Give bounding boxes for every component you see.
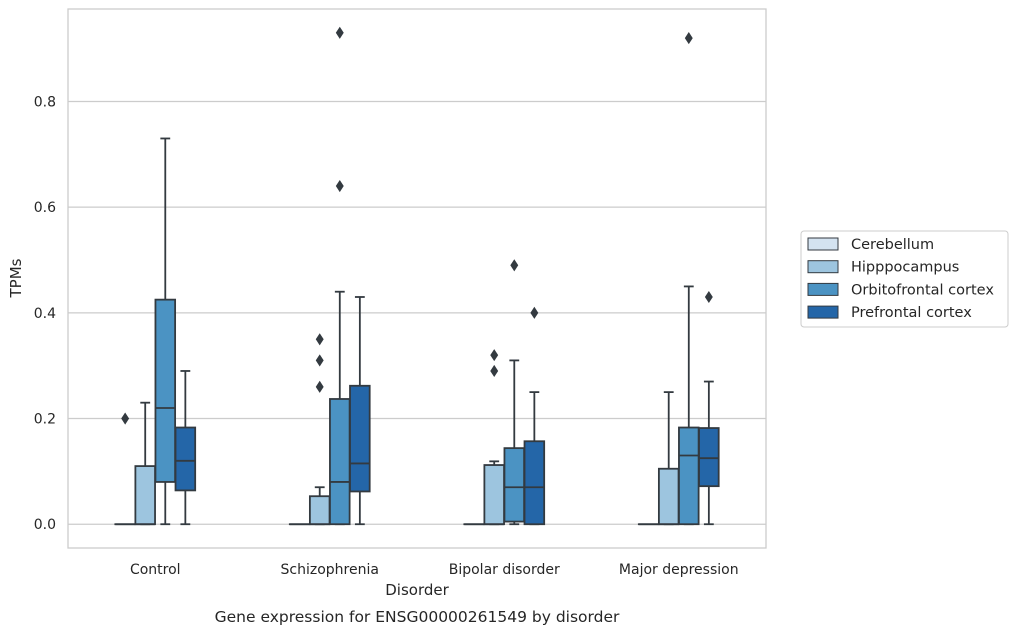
box-body (135, 466, 155, 524)
box-body (310, 496, 330, 524)
box-orbitofrontal-cortex-4 (679, 33, 699, 525)
y-tick-labels: 0.0 0.2 0.4 0.6 0.8 (34, 94, 56, 533)
x-tick-labels: Control Schizophrenia Bipolar disorder Majo… (130, 562, 739, 578)
box-body (350, 386, 370, 492)
outlier-point (491, 350, 498, 361)
x-axis-title: Disorder (385, 581, 449, 599)
box-body (176, 428, 196, 491)
legend-swatch (808, 238, 838, 250)
box-cerebellum-1 (115, 413, 135, 524)
x-tick-label: Major depression (619, 562, 739, 578)
legend-label: Hipppocampus (851, 260, 959, 276)
legend-swatch (808, 306, 838, 318)
legend-swatch (808, 261, 838, 273)
y-tick-label: 0.4 (34, 306, 56, 322)
box-body (155, 300, 175, 482)
y-tick-label: 0.8 (34, 94, 56, 110)
box-prefrontal-cortex-4 (699, 291, 719, 524)
y-axis-title: TPMs (7, 258, 25, 298)
box-orbitofrontal-cortex-1 (155, 138, 175, 524)
outlier-point (316, 334, 323, 345)
box-body (330, 399, 350, 524)
y-tick-label: 0.0 (34, 517, 56, 533)
outlier-point (336, 27, 343, 38)
y-tick-label: 0.2 (34, 412, 56, 428)
box-body (699, 428, 719, 486)
box-body (659, 469, 679, 524)
box-body (679, 428, 699, 525)
outlier-point (531, 307, 538, 318)
outlier-point (685, 33, 692, 44)
box-hipppocampus-3 (484, 350, 504, 525)
box-prefrontal-cortex-3 (525, 307, 545, 524)
x-tick-label: Bipolar disorder (449, 562, 560, 578)
y-tick-label: 0.6 (34, 200, 56, 216)
outlier-point (511, 260, 518, 271)
outlier-point (316, 381, 323, 392)
box-hipppocampus-4 (659, 392, 679, 524)
box-hipppocampus-2 (310, 334, 330, 524)
outlier-point (705, 291, 712, 302)
outlier-point (316, 355, 323, 366)
x-tick-label: Control (130, 562, 181, 578)
outlier-point (122, 413, 129, 424)
legend-label: Prefrontal cortex (851, 305, 972, 321)
box-prefrontal-cortex-1 (176, 371, 196, 524)
outlier-point (336, 181, 343, 192)
outlier-point (491, 365, 498, 376)
box-body (484, 465, 504, 524)
box-prefrontal-cortex-2 (350, 297, 370, 524)
box-hipppocampus-1 (135, 403, 155, 525)
chart-caption: Gene expression for ENSG00000261549 by d… (215, 608, 620, 626)
legend[interactable]: Cerebellum Hipppocampus Orbitofrontal cort… (801, 231, 1008, 327)
box-body (525, 441, 545, 524)
box-orbitofrontal-cortex-3 (504, 260, 524, 524)
x-tick-label: Schizophrenia (281, 562, 379, 578)
legend-swatch (808, 283, 838, 295)
legend-label: Cerebellum (851, 237, 934, 253)
box-body (504, 448, 524, 521)
legend-label: Orbitofrontal cortex (851, 282, 994, 298)
